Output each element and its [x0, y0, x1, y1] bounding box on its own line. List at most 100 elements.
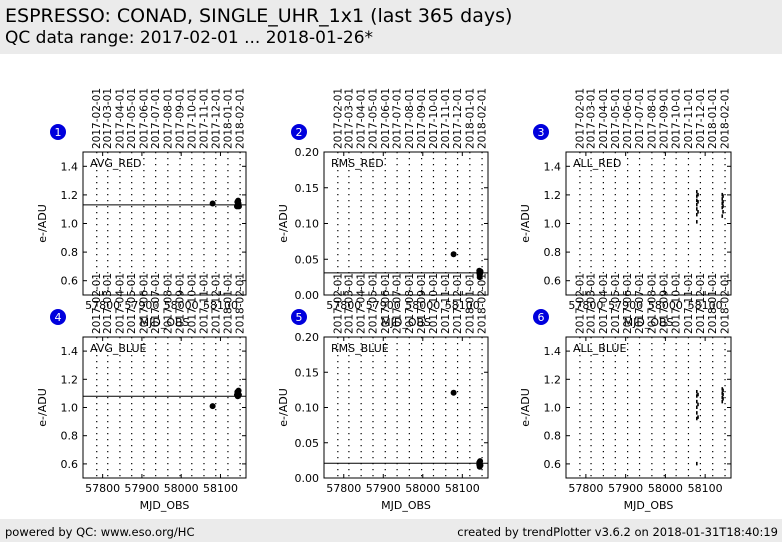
data-point: [721, 399, 724, 404]
data-point: [696, 194, 698, 198]
x-tick-label: 58000: [648, 299, 683, 312]
panel-label: RMS_RED: [331, 157, 384, 170]
date-tick-label: 2017-07-01: [150, 88, 162, 149]
date-tick-label: 2017-10-01: [186, 273, 198, 334]
panel-label: AVG_RED: [90, 157, 141, 170]
date-tick-label: 2017-05-01: [126, 88, 138, 149]
y-tick-label: 0.6: [61, 458, 79, 471]
date-tick-label: 2017-09-01: [659, 88, 671, 149]
data-point: [721, 197, 724, 201]
date-tick-label: 2017-11-01: [440, 273, 452, 334]
x-tick-label: 58100: [445, 299, 480, 312]
date-tick-label: 2017-07-01: [634, 88, 646, 149]
date-tick-label: 2017-05-01: [610, 273, 622, 334]
y-tick-label: 1.2: [61, 189, 79, 202]
y-tick-label: 1.2: [544, 373, 562, 386]
date-tick-label: 2017-06-01: [622, 88, 634, 149]
x-axis-label: MJD_OBS: [381, 316, 431, 329]
date-tick-label: 2017-02-01: [574, 88, 586, 149]
date-tick-label: 2017-07-01: [634, 273, 646, 334]
date-tick-label: 2018-01-01: [707, 88, 719, 149]
y-tick-label: 0.05: [295, 253, 320, 266]
x-tick-label: 58100: [445, 482, 480, 495]
data-point: [721, 214, 724, 218]
data-point: [696, 411, 698, 415]
panel-number-icon: [50, 124, 66, 140]
date-tick-label: 2017-08-01: [404, 88, 416, 149]
y-tick-label: 0.6: [61, 275, 79, 288]
x-tick-label: 58100: [688, 299, 723, 312]
date-tick-label: 2018-01-01: [222, 88, 234, 149]
data-point: [696, 212, 698, 217]
y-tick-label: 0.8: [544, 246, 562, 259]
x-axis-label: MJD_OBS: [624, 499, 674, 512]
y-tick-label: 0.05: [295, 437, 320, 450]
x-tick-label: 57800: [326, 299, 361, 312]
data-point: [477, 268, 484, 275]
y-tick-label: 0.20: [295, 146, 320, 159]
data-point: [697, 402, 699, 407]
date-tick-label: 2017-09-01: [659, 273, 671, 334]
data-point: [696, 389, 698, 394]
date-tick-label: 2017-04-01: [598, 273, 610, 334]
x-tick-label: 57800: [85, 482, 120, 495]
date-tick-label: 2017-11-01: [683, 273, 695, 334]
data-point: [696, 405, 698, 409]
footer-created-by: created by trendPlotter v3.6.2 on 2018-0…: [457, 525, 778, 539]
data-point: [450, 251, 457, 258]
date-tick-label: 2017-02-01: [332, 88, 344, 149]
x-axis-label: MJD_OBS: [140, 316, 190, 329]
date-tick-label: 2017-02-01: [91, 273, 103, 334]
panel-label: ALL_BLUE: [573, 342, 626, 355]
y-tick-label: 0.8: [61, 246, 79, 259]
data-point: [697, 392, 699, 397]
data-point: [722, 204, 724, 208]
y-tick-label: 0.6: [544, 275, 562, 288]
page-title: ESPRESSO: CONAD, SINGLE_UHR_1x1 (last 36…: [5, 5, 513, 27]
data-point: [696, 394, 698, 398]
chart-panel-5: 2017-02-01 2017-03-01 2017-04-01 2017-05-01…: [277, 273, 489, 512]
date-tick-label: 2017-05-01: [126, 273, 138, 334]
date-tick-label: 2017-05-01: [368, 273, 380, 334]
panel-label: AVG_BLUE: [90, 342, 147, 355]
panel-number: 5: [296, 311, 303, 324]
date-tick-label: 2017-04-01: [114, 273, 126, 334]
date-tick-label: 2017-12-01: [210, 273, 222, 334]
x-tick-label: 57900: [124, 299, 159, 312]
x-tick-label: 57800: [326, 482, 361, 495]
date-tick-label: 2017-11-01: [440, 88, 452, 149]
y-tick-label: 1.2: [544, 189, 562, 202]
date-tick-label: 2017-08-01: [404, 273, 416, 334]
date-tick-label: 2017-06-01: [138, 273, 150, 334]
date-tick-label: 2017-06-01: [138, 88, 150, 149]
x-axis-label: MJD_OBS: [624, 316, 674, 329]
date-tick-label: 2017-12-01: [452, 273, 464, 334]
data-point: [696, 202, 698, 207]
date-tick-label: 2017-09-01: [416, 273, 428, 334]
date-tick-label: 2017-07-01: [150, 273, 162, 334]
date-tick-label: 2018-02-01: [235, 273, 247, 334]
data-point: [697, 192, 699, 197]
panel-number-icon: [291, 309, 307, 325]
data-point: [722, 397, 724, 401]
data-point: [722, 194, 724, 198]
data-point: [235, 391, 242, 398]
date-tick-label: 2017-03-01: [586, 88, 598, 149]
data-point: [696, 198, 698, 203]
footer-powered-by[interactable]: powered by QC: www.eso.org/HC: [5, 525, 195, 539]
y-axis-label: e-/ADU: [36, 204, 49, 243]
panel-number-icon: [291, 124, 307, 140]
date-tick-label: 2018-02-01: [720, 273, 732, 334]
date-tick-label: 2017-03-01: [586, 273, 598, 334]
data-point: [209, 200, 216, 207]
x-tick-label: 58100: [203, 482, 238, 495]
date-tick-label: 2017-04-01: [356, 88, 368, 149]
date-tick-label: 2017-04-01: [356, 273, 368, 334]
date-tick-label: 2017-07-01: [392, 273, 404, 334]
y-tick-label: 0.10: [295, 218, 320, 231]
x-tick-label: 57800: [568, 299, 603, 312]
date-tick-label: 2017-06-01: [622, 273, 634, 334]
